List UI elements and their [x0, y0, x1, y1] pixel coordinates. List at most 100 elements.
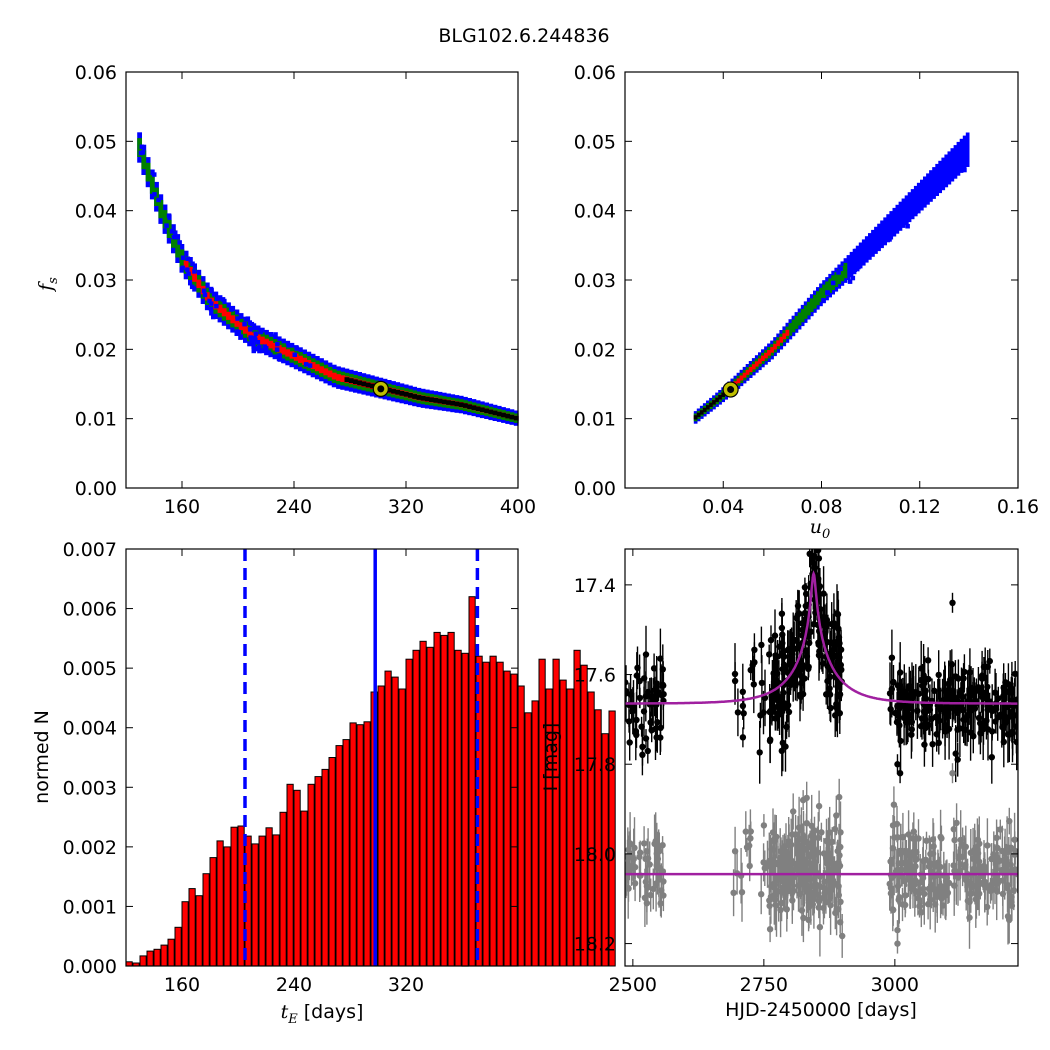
density-speckle — [937, 185, 942, 191]
data-point — [771, 632, 779, 639]
histogram-bar — [265, 827, 273, 967]
density-core-cell — [509, 414, 515, 420]
y-tick-label: 0.007 — [63, 539, 117, 561]
density-outer-cell — [913, 185, 918, 217]
density-inner-cell — [226, 311, 231, 320]
data-point — [778, 747, 785, 755]
x-axis-label: u0 — [810, 516, 831, 542]
data-point — [642, 651, 650, 658]
density-outer-cell — [910, 189, 915, 220]
data-point — [988, 855, 995, 863]
y-tick-label: 0.004 — [63, 718, 117, 740]
density-inner-cell — [234, 318, 240, 327]
data-point — [954, 703, 961, 711]
data-point — [777, 854, 784, 861]
density-speckle — [856, 264, 861, 270]
data-point — [739, 688, 746, 695]
histogram-bar — [125, 961, 133, 967]
data-point — [996, 857, 1004, 864]
data-point — [1013, 723, 1018, 730]
data-point — [760, 859, 767, 866]
density-inner-cell — [289, 351, 295, 359]
x-tick-label: 400 — [500, 496, 536, 518]
x-tick-label: 160 — [164, 496, 200, 518]
density-inner-cell — [183, 260, 189, 270]
data-point — [886, 880, 893, 888]
histogram-bar — [167, 938, 175, 967]
data-point — [814, 849, 821, 856]
density-core-cell — [399, 390, 405, 396]
data-point — [644, 848, 651, 855]
density-mid-cell — [794, 316, 799, 329]
density-inner-cell — [767, 350, 771, 356]
density-speckle — [234, 329, 240, 334]
y-tick-label: 17.4 — [574, 575, 616, 597]
density-inner-cell — [272, 343, 278, 351]
data-point — [801, 616, 808, 623]
density-speckle — [248, 335, 253, 340]
density-inner-cell — [196, 279, 202, 288]
density-inner-cell — [204, 292, 210, 301]
histogram-bar — [524, 712, 532, 967]
histogram-bar — [412, 649, 420, 967]
density-speckle — [152, 172, 157, 177]
density-core-cell — [450, 400, 456, 406]
data-point — [653, 687, 660, 695]
density-mid-cell — [828, 278, 832, 293]
data-point — [757, 712, 764, 719]
data-point — [798, 907, 806, 914]
density-outer-cell — [861, 239, 866, 266]
data-point — [954, 756, 961, 763]
y-tick-label: 0.05 — [75, 131, 117, 153]
data-point — [626, 739, 633, 746]
data-point — [815, 834, 822, 841]
density-outer-cell — [923, 176, 927, 208]
data-point — [625, 718, 633, 725]
density-speckle — [847, 279, 853, 284]
data-point — [937, 882, 945, 890]
density-core-cell — [721, 392, 725, 397]
data-point — [1006, 916, 1013, 924]
density-speckle — [257, 348, 262, 354]
density-core-cell — [353, 379, 358, 385]
data-point — [639, 751, 646, 758]
density-speckle — [171, 234, 177, 240]
x-tick-label: 240 — [276, 974, 312, 996]
density-mid-cell — [816, 291, 820, 306]
data-point — [625, 884, 632, 892]
density-speckle — [836, 270, 841, 275]
density-inner-cell — [770, 347, 774, 353]
data-point — [648, 727, 655, 734]
density-speckle — [180, 265, 185, 271]
density-core-cell — [408, 393, 413, 398]
density-core-cell — [699, 410, 704, 415]
data-point — [731, 848, 739, 855]
data-point — [654, 719, 661, 726]
density-core-cell — [706, 405, 710, 410]
histogram-bar — [601, 733, 609, 967]
data-point — [826, 691, 834, 698]
histogram-bar — [580, 664, 588, 967]
density-speckle — [294, 346, 300, 351]
histogram-bar — [447, 631, 455, 967]
data-point — [905, 875, 912, 883]
data-point — [930, 843, 937, 850]
data-point — [918, 665, 925, 672]
data-point — [914, 707, 921, 714]
data-point — [808, 822, 815, 829]
density-core-cell — [484, 408, 489, 414]
density-core-cell — [693, 415, 698, 420]
data-point — [643, 883, 651, 890]
data-point — [659, 666, 666, 673]
histogram-bar — [454, 649, 462, 967]
data-point — [646, 861, 653, 868]
data-point — [997, 826, 1004, 833]
data-point — [756, 749, 763, 756]
data-point — [644, 747, 651, 755]
density-speckle — [922, 185, 927, 191]
x-tick-label: 0.04 — [702, 496, 744, 518]
histogram-bar — [559, 679, 567, 967]
histogram-bar — [594, 709, 602, 967]
density-inner-cell — [745, 369, 750, 375]
data-point — [897, 850, 905, 858]
